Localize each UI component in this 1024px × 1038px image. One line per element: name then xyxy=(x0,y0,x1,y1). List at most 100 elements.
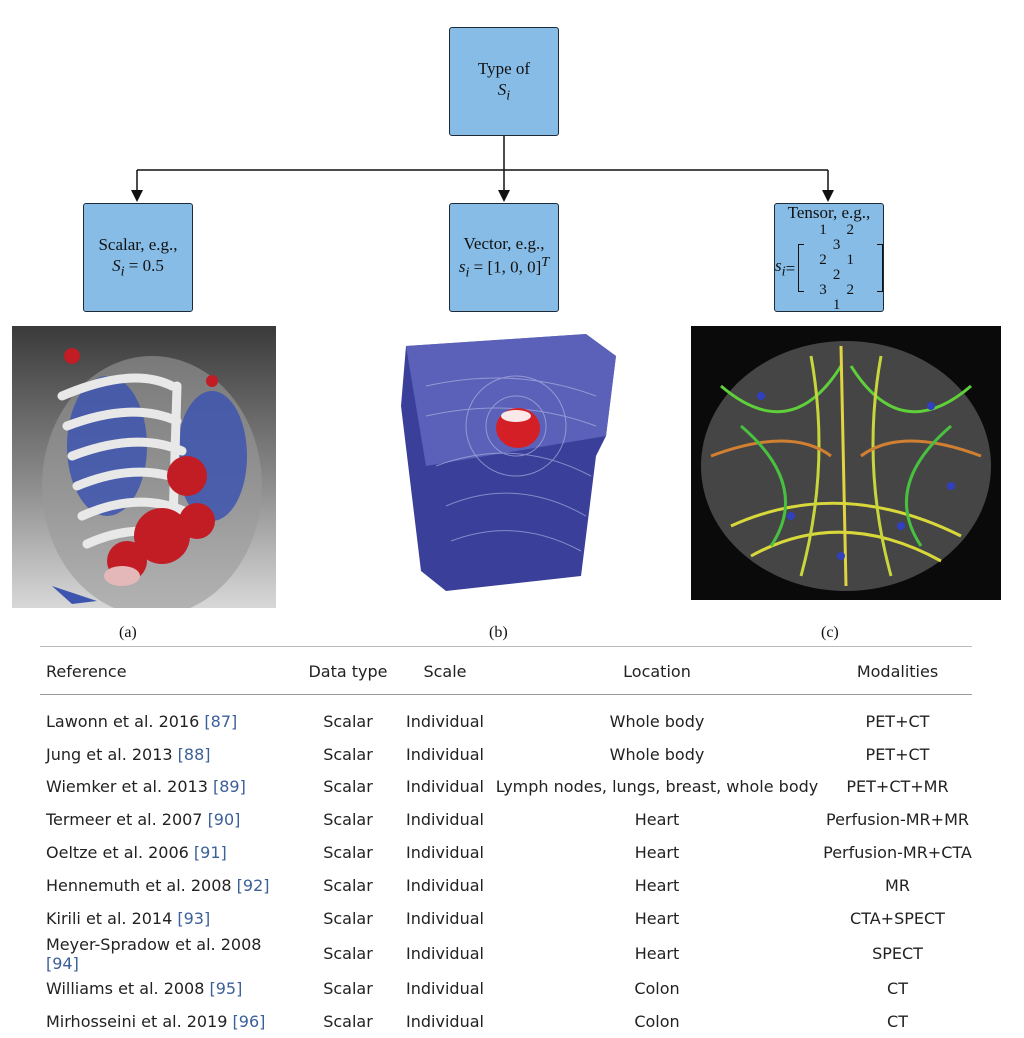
vector-example: si = [1, 0, 0]T xyxy=(458,253,550,281)
cell-data-type: Scalar xyxy=(323,875,373,895)
cell-data-type: Scalar xyxy=(323,1012,373,1032)
cell-reference: Kirili et al. 2014 [93] xyxy=(40,902,297,935)
cell-data-type: Scalar xyxy=(323,810,373,830)
citation-link[interactable]: [93] xyxy=(177,908,211,928)
cell-data-type: Scalar xyxy=(323,843,373,863)
cell-reference: Meyer-Spradow et al. 2008 [94] xyxy=(40,935,297,973)
cell-location: Lymph nodes, lungs, breast, whole body xyxy=(495,777,819,797)
citation-link[interactable]: [91] xyxy=(193,843,227,863)
citation-link[interactable]: [87] xyxy=(204,711,238,731)
citation-link[interactable]: [89] xyxy=(212,777,246,797)
cell-scale: Individual xyxy=(406,908,484,928)
scalar-node: Scalar, e.g., Si = 0.5 xyxy=(83,203,193,312)
table-row: Meyer-Spradow et al. 2008 [94] Scalar Indi… xyxy=(40,935,972,973)
reference-author: Oeltze et al. 2006 xyxy=(46,843,194,863)
cell-data-type: Scalar xyxy=(323,979,373,999)
cell-data-type: Scalar xyxy=(323,944,373,964)
cell-reference: Hennemuth et al. 2008 [92] xyxy=(40,869,297,902)
tensor-matrix: 1 2 3 2 1 2 3 2 1 xyxy=(795,223,883,313)
citation-link[interactable]: [90] xyxy=(207,810,241,830)
cell-modalities: CT xyxy=(887,1012,908,1032)
reference-author: Meyer-Spradow et al. 2008 xyxy=(46,934,262,954)
reference-author: Kirili et al. 2014 xyxy=(46,908,178,928)
table-row: Jung et al. 2013 [88] Scalar Individual Who… xyxy=(40,738,972,771)
cell-scale: Individual xyxy=(406,843,484,863)
cell-location: Colon xyxy=(634,1012,680,1032)
cell-location: Whole body xyxy=(609,744,705,764)
cell-data-type: Scalar xyxy=(323,711,373,731)
table-row: Hennemuth et al. 2008 [92] Scalar Individu… xyxy=(40,869,972,902)
figure-a-scalar-render xyxy=(12,326,276,608)
cell-reference: Mirhosseini et al. 2019 [96] xyxy=(40,1005,297,1038)
reference-table: Reference Data type Scale Location Modal… xyxy=(40,648,972,1038)
cell-scale: Individual xyxy=(406,979,484,999)
figure-b-vector-render xyxy=(366,326,636,608)
table-header-row: Reference Data type Scale Location Modal… xyxy=(40,648,972,695)
citation-link[interactable]: [92] xyxy=(236,875,270,895)
cell-reference: Oeltze et al. 2006 [91] xyxy=(40,836,297,869)
reference-author: Termeer et al. 2007 xyxy=(46,810,208,830)
cell-scale: Individual xyxy=(406,810,484,830)
citation-link[interactable]: [94] xyxy=(46,953,79,973)
scalar-example: Si = 0.5 xyxy=(112,256,164,280)
table-row: Termeer et al. 2007 [90] Scalar Individual… xyxy=(40,803,972,836)
table-row: Lawonn et al. 2016 [87] Scalar Individual W… xyxy=(40,695,972,738)
cell-scale: Individual xyxy=(406,1012,484,1032)
cell-modalities: PET+CT+MR xyxy=(846,777,949,797)
cell-location: Heart xyxy=(634,810,680,830)
cell-modalities: Perfusion-MR+CTA xyxy=(823,843,972,863)
vector-node: Vector, e.g., si = [1, 0, 0]T xyxy=(449,203,559,312)
cell-scale: Individual xyxy=(406,777,484,797)
reference-author: Lawonn et al. 2016 xyxy=(46,711,205,731)
table-row: Mirhosseini et al. 2019 [96] Scalar Indivi… xyxy=(40,1005,972,1038)
cell-location: Heart xyxy=(634,875,680,895)
cell-data-type: Scalar xyxy=(323,777,373,797)
cell-reference: Jung et al. 2013 [88] xyxy=(40,738,297,771)
cell-reference: Lawonn et al. 2016 [87] xyxy=(40,695,297,738)
vector-label: Vector, e.g., xyxy=(463,233,545,253)
cell-location: Heart xyxy=(634,944,680,964)
table-row: Williams et al. 2008 [95] Scalar Individua… xyxy=(40,973,972,1006)
cell-modalities: MR xyxy=(885,875,910,895)
cell-reference: Williams et al. 2008 [95] xyxy=(40,973,297,1006)
header-data-type: Data type xyxy=(297,648,399,695)
table-row: Wiemker et al. 2013 [89] Scalar Individual… xyxy=(40,771,972,804)
cell-modalities: Perfusion-MR+MR xyxy=(825,810,969,830)
cell-scale: Individual xyxy=(406,711,484,731)
cell-location: Heart xyxy=(634,908,680,928)
caption-a: (a) xyxy=(119,624,137,641)
cell-data-type: Scalar xyxy=(323,908,373,928)
table-row: Kirili et al. 2014 [93] Scalar Individual H… xyxy=(40,902,972,935)
reference-author: Williams et al. 2008 xyxy=(46,979,210,999)
reference-author: Wiemker et al. 2013 xyxy=(46,777,213,797)
tensor-label: Tensor, e.g., xyxy=(787,202,871,222)
table-top-rule xyxy=(40,646,972,647)
citation-link[interactable]: [96] xyxy=(232,1012,266,1032)
cell-location: Whole body xyxy=(609,711,705,731)
caption-c: (c) xyxy=(821,624,839,641)
reference-author: Jung et al. 2013 xyxy=(46,744,178,764)
cell-reference: Wiemker et al. 2013 [89] xyxy=(40,771,297,804)
cell-modalities: CTA+SPECT xyxy=(850,908,945,928)
reference-author: Hennemuth et al. 2008 xyxy=(46,875,237,895)
cell-scale: Individual xyxy=(406,744,484,764)
root-symbol: Si xyxy=(497,80,511,104)
cell-reference: Termeer et al. 2007 [90] xyxy=(40,803,297,836)
header-modalities: Modalities xyxy=(823,648,972,695)
cell-scale: Individual xyxy=(406,875,484,895)
figure-c-tensor-render xyxy=(691,326,1001,600)
citation-link[interactable]: [88] xyxy=(177,744,211,764)
scalar-label: Scalar, e.g., xyxy=(98,234,178,254)
cell-modalities: PET+CT xyxy=(865,744,930,764)
table-row: Oeltze et al. 2006 [91] Scalar Individual H… xyxy=(40,836,972,869)
caption-b: (b) xyxy=(489,624,508,641)
root-node: Type of Si xyxy=(449,27,559,136)
header-reference: Reference xyxy=(40,648,297,695)
cell-location: Colon xyxy=(634,979,680,999)
cell-scale: Individual xyxy=(406,944,484,964)
diagram-connectors xyxy=(131,136,834,202)
cell-location: Heart xyxy=(634,843,680,863)
citation-link[interactable]: [95] xyxy=(209,979,243,999)
tensor-example: si = 1 2 3 2 1 2 3 2 1 xyxy=(775,223,883,313)
root-label: Type of xyxy=(477,58,531,78)
